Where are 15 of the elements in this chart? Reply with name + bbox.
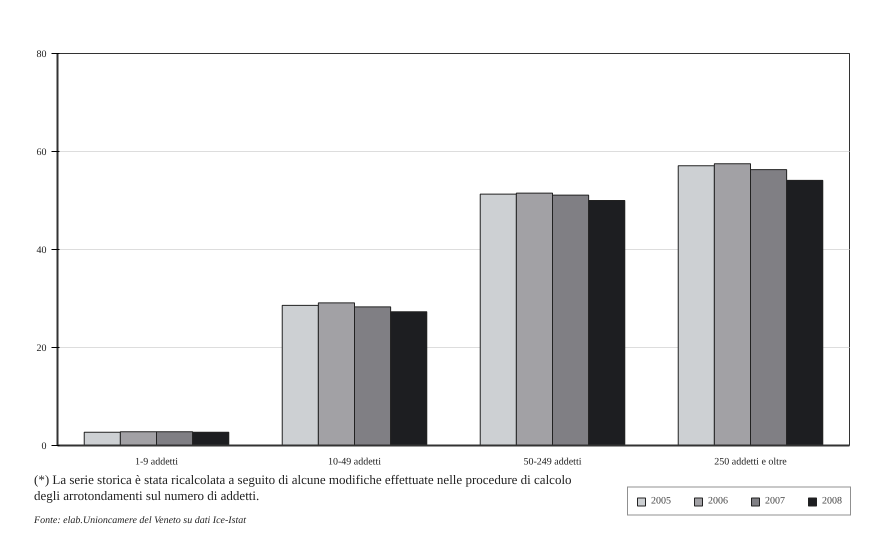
y-tick-label: 40 — [36, 245, 46, 256]
y-tick-label: 60 — [36, 147, 46, 158]
y-tick-label: 20 — [36, 343, 46, 354]
x-tick-label: 250 addetti e oltre — [714, 456, 788, 468]
x-tick-label: 50-249 addetti — [523, 456, 582, 468]
legend-label: 2005 — [651, 496, 671, 506]
legend-label: 2008 — [822, 496, 842, 506]
legend-label: 2007 — [765, 496, 785, 506]
x-tick-label: 10-49 addetti — [328, 456, 382, 468]
x-tick-label: 1-9 addetti — [134, 456, 178, 468]
legend-label: 2006 — [708, 496, 728, 506]
y-tick-label: 80 — [36, 49, 46, 60]
y-tick-label: 0 — [42, 441, 46, 452]
source-note: Fonte: elab.Unioncamere del Veneto su dati Ice-Istat — [34, 514, 246, 527]
text: (*) La serie storica è stata ricalcolata a seguito di alcune modifiche effettuate nelle procedure di calcolo degli arrotondamenti sul numero di addetti. — [34, 472, 573, 504]
